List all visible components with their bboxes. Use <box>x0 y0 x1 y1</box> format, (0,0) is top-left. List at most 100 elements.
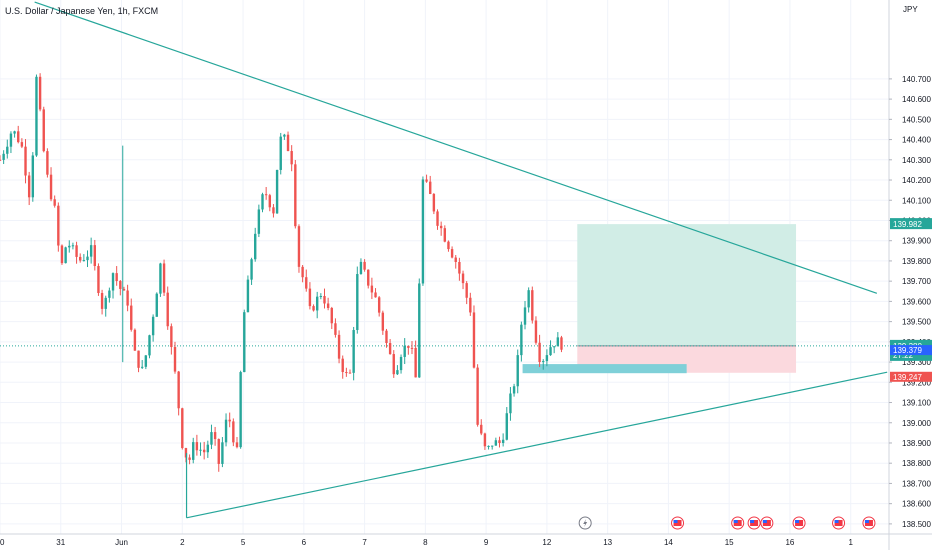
candle-body <box>104 297 107 309</box>
candle-body <box>119 281 122 289</box>
candle-body <box>71 245 75 247</box>
flag-icon <box>671 516 685 530</box>
candle-body <box>290 151 293 165</box>
candle-body <box>217 439 220 464</box>
candle-body <box>173 347 177 372</box>
x-tick-label: 31 <box>56 538 65 547</box>
trendline <box>186 371 888 519</box>
x-tick-label: Jun <box>115 538 128 547</box>
candle-body <box>206 444 210 453</box>
candle-body <box>235 442 239 448</box>
candle-body <box>315 296 319 311</box>
candle-body <box>301 266 304 278</box>
candle-body <box>454 257 457 262</box>
x-tick-label: 13 <box>603 538 612 547</box>
flag-canton <box>795 520 800 523</box>
candle-body <box>429 181 432 195</box>
candle-body <box>228 419 231 422</box>
candle-body <box>367 269 370 286</box>
candle-body <box>549 347 552 356</box>
y-tick-label: 139.500 <box>902 318 931 327</box>
candle-body <box>42 109 45 152</box>
candle-body <box>213 432 217 440</box>
target-zone <box>577 224 797 346</box>
stop-price-tag-label: 139.247 <box>893 373 922 382</box>
flag-canton <box>834 520 839 523</box>
candle-body <box>392 354 395 375</box>
x-tick-label: 16 <box>785 538 794 547</box>
candle-body <box>239 372 242 448</box>
candle-body <box>509 393 512 414</box>
candle-body <box>46 151 49 175</box>
x-tick-label: 5 <box>241 538 246 547</box>
target-price-tag-bg <box>890 218 932 230</box>
candle-body <box>334 323 337 335</box>
lightning-bolt <box>583 519 588 527</box>
candle-body <box>250 259 253 280</box>
candle-body <box>38 76 42 110</box>
x-tick-label: 8 <box>423 538 428 547</box>
candle-body <box>377 297 381 313</box>
candle-body <box>450 249 454 258</box>
candle-body <box>483 433 487 447</box>
candle-body <box>403 345 406 357</box>
candle-body <box>49 174 53 200</box>
candle-body <box>170 326 173 348</box>
candle-body <box>246 279 250 313</box>
candle-body <box>538 342 541 363</box>
chart-title: U.S. Dollar / Japanese Yen, 1h, FXCM <box>5 6 158 16</box>
y-tick-label: 140.100 <box>902 196 931 205</box>
candle-body <box>512 386 516 394</box>
candle-body <box>414 347 417 378</box>
y-tick-label: 140.400 <box>902 136 931 145</box>
candle-layer <box>0 73 563 472</box>
candle-body <box>286 134 290 152</box>
candle-body <box>144 355 148 367</box>
y-tick-label: 140.300 <box>902 156 931 165</box>
candle-body <box>166 292 169 327</box>
candle-body <box>162 263 166 293</box>
candle-body <box>261 194 264 210</box>
candle-body <box>469 297 472 313</box>
y-tick-label: 139.700 <box>902 277 931 286</box>
candle-body <box>86 256 89 261</box>
candle-body <box>268 195 271 208</box>
flag-canton <box>750 520 755 523</box>
x-tick-label: 6 <box>302 538 307 547</box>
candle-body <box>323 296 326 304</box>
candle-body <box>337 334 341 359</box>
y-tick-label: 139.600 <box>902 297 931 306</box>
candle-body <box>27 175 31 198</box>
candle-body <box>345 372 348 374</box>
candle-body <box>133 329 137 351</box>
y-tick-label: 139.900 <box>902 237 931 246</box>
candle-body <box>0 159 2 161</box>
candle-body <box>436 211 439 226</box>
candle-body <box>122 288 126 291</box>
candle-body <box>20 142 24 147</box>
candle-body <box>195 442 199 451</box>
candle-body <box>494 440 498 446</box>
candle-body <box>312 306 315 311</box>
candle-body <box>425 179 428 182</box>
x-tick-label: 7 <box>362 538 367 547</box>
currency-label: JPY <box>903 5 918 14</box>
candle-body <box>487 445 490 447</box>
y-tick-label: 138.600 <box>902 500 931 509</box>
candle-body <box>418 283 421 378</box>
candle-body <box>552 346 556 348</box>
candle-body <box>221 442 224 464</box>
x-tick-label: 12 <box>542 538 551 547</box>
candle-body <box>257 209 261 234</box>
y-tick-label: 138.700 <box>902 479 931 488</box>
candle-body <box>305 277 308 289</box>
candle-body <box>498 440 501 444</box>
stop-price-tag-bg <box>890 371 932 382</box>
candle-body <box>388 343 392 355</box>
candle-body <box>308 288 312 307</box>
flag-canton <box>673 520 678 523</box>
entry-price-tag-label: 139.379 <box>893 346 922 355</box>
